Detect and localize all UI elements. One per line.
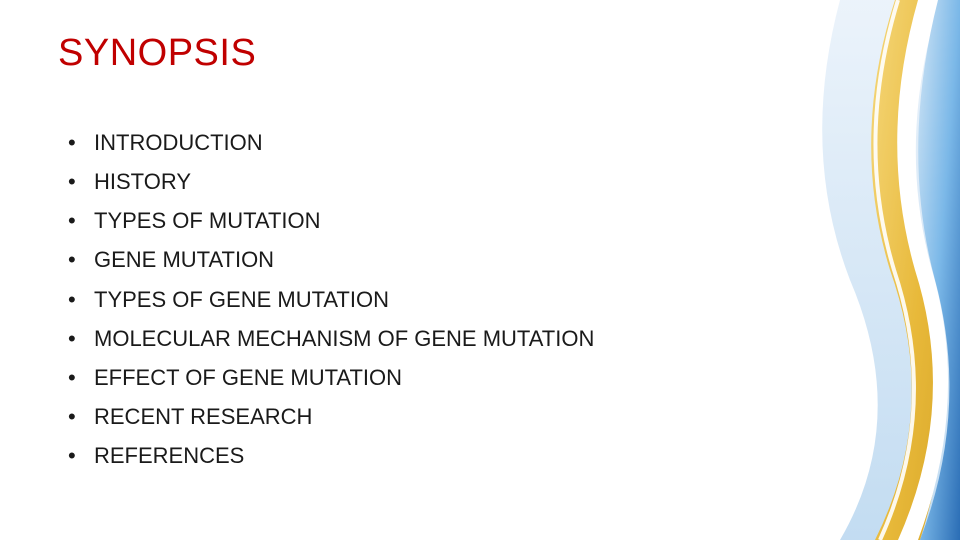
list-item: RECENT RESEARCH <box>64 397 838 436</box>
list-item: TYPES OF GENE MUTATION <box>64 280 838 319</box>
list-item: MOLECULAR MECHANISM OF GENE MUTATION <box>64 319 838 358</box>
list-item: REFERENCES <box>64 436 838 475</box>
slide-title: SYNOPSIS <box>58 32 838 75</box>
content-area: SYNOPSIS INTRODUCTION HISTORY TYPES OF M… <box>58 32 838 475</box>
slide: SYNOPSIS INTRODUCTION HISTORY TYPES OF M… <box>0 0 960 540</box>
bullet-list: INTRODUCTION HISTORY TYPES OF MUTATION G… <box>58 123 838 475</box>
list-item: GENE MUTATION <box>64 240 838 279</box>
list-item: EFFECT OF GENE MUTATION <box>64 358 838 397</box>
list-item: HISTORY <box>64 162 838 201</box>
list-item: INTRODUCTION <box>64 123 838 162</box>
list-item: TYPES OF MUTATION <box>64 201 838 240</box>
